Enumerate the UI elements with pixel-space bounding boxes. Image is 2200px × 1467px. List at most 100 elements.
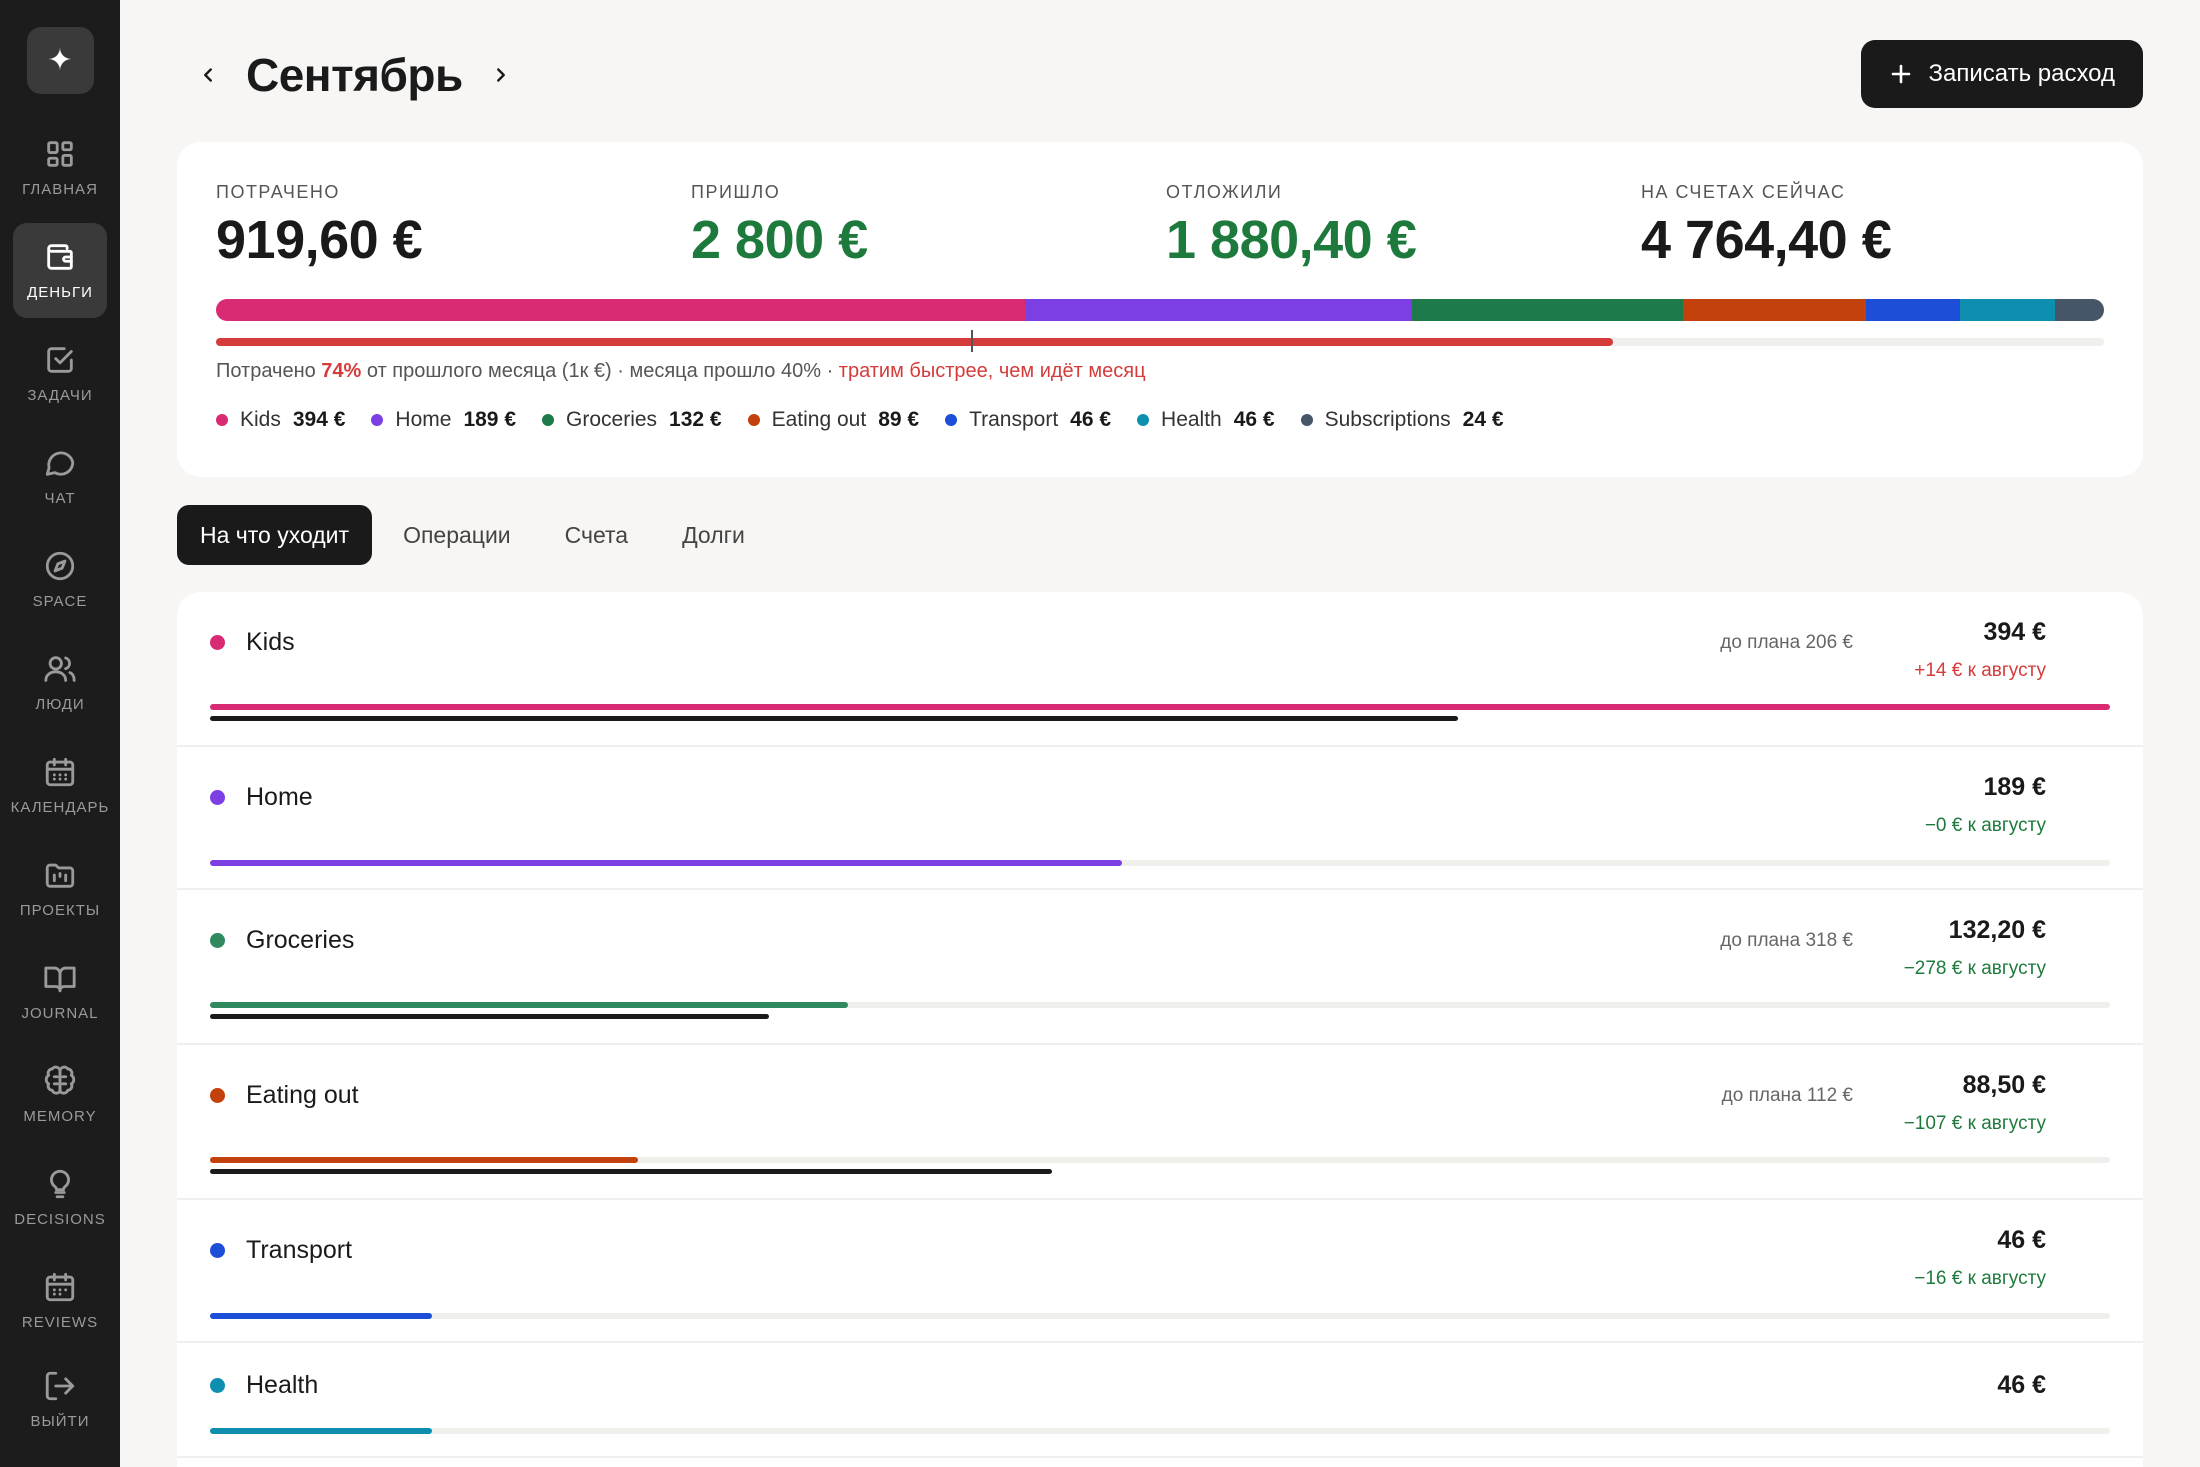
category-progress-track	[210, 1157, 2110, 1163]
month-delta: −0 € к августу	[1924, 815, 2046, 836]
month-delta: −16 € к августу	[1914, 1268, 2046, 1289]
legend-dot	[945, 414, 958, 426]
breakdown-segment	[2054, 299, 2104, 321]
legend-name: Home	[395, 408, 452, 431]
sidebar-item-space[interactable]: Space	[13, 532, 107, 627]
tab-debts[interactable]: Долги	[682, 521, 745, 548]
spending-pace-bar	[216, 330, 2104, 352]
tab-breakdown[interactable]: На что уходит	[177, 505, 373, 565]
sidebar-item-decisions[interactable]: Decisions	[13, 1150, 107, 1245]
sidebar-nav: Главная Деньги Задачи Чат Space Люди Кал…	[11, 120, 108, 1356]
sidebar-item-home[interactable]: Главная	[13, 120, 107, 215]
legend-name: Transport	[969, 408, 1059, 431]
plan-remaining: до плана 318 €	[1720, 930, 1853, 951]
legend-amount: 46 €	[1233, 408, 1275, 431]
category-label: Home	[246, 783, 313, 811]
month-header: Сентябрь	[190, 40, 519, 110]
pace-note-middle: от прошлого месяца (1к €) · месяца прошл…	[361, 360, 839, 382]
plan-remaining: до плана 112 €	[1721, 1085, 1853, 1106]
category-row[interactable]: Groceries до плана 318 € 132,20 € −278 € к …	[177, 890, 2143, 1045]
category-row[interactable]: Eating out до плана 112 € 88,50 € −107 € к …	[177, 1045, 2143, 1200]
sidebar-item-memory[interactable]: Memory	[13, 1047, 107, 1142]
category-dot	[210, 1088, 225, 1103]
next-month-button[interactable]	[483, 57, 519, 93]
checkbox-icon	[47, 347, 73, 373]
add-expense-label: Записать расход	[1928, 60, 2115, 87]
category-label: Health	[246, 1371, 319, 1399]
legend-name: Kids	[240, 408, 281, 431]
legend-amount: 89 €	[878, 408, 920, 431]
tab-accounts[interactable]: Счета	[564, 521, 629, 548]
stat-value: 1 880,40 €	[1166, 210, 1417, 270]
legend-dot	[747, 414, 760, 426]
logout-button[interactable]: Выйти	[13, 1352, 107, 1447]
category-row[interactable]: Transport 46 € −16 € к августу	[177, 1200, 2143, 1343]
category-progress-fill	[210, 1157, 638, 1163]
legend-item: Subscriptions 24 €	[1300, 408, 1504, 432]
sidebar-item-tasks[interactable]: Задачи	[13, 326, 107, 421]
category-row[interactable]: Kids до плана 206 € 394 € +14 € к августу	[177, 592, 2143, 747]
app-logo[interactable]: ✦	[26, 27, 94, 94]
category-breakdown-bar	[216, 299, 2104, 321]
brain-icon	[44, 1065, 76, 1095]
sidebar-item-people[interactable]: Люди	[13, 635, 107, 730]
legend-item: Kids 394 €	[216, 408, 345, 432]
category-amount: 46 €	[1997, 1371, 2046, 1399]
sidebar-item-label: Decisions	[14, 1211, 106, 1228]
category-row[interactable]: Health 46 €	[177, 1343, 2143, 1458]
month-delta: −107 € к августу	[1903, 1113, 2046, 1134]
stats-row: Потрачено 919,60 € Пришло 2 800 € Отложи…	[216, 182, 2116, 271]
category-name: Eating out	[210, 1081, 359, 1110]
sidebar-item-chat[interactable]: Чат	[13, 429, 107, 524]
legend-dot	[542, 414, 555, 426]
legend-name: Eating out	[771, 408, 867, 431]
legend-item: Transport 46 €	[945, 408, 1111, 432]
category-progress-fill	[210, 1002, 849, 1008]
stat-income: Пришло 2 800 €	[691, 182, 1166, 271]
book-icon	[44, 966, 76, 993]
stat-label: Пришло	[691, 182, 781, 202]
pace-note-percent: 74%	[321, 360, 362, 382]
lightbulb-icon	[50, 1169, 70, 1199]
legend-item: Eating out 89 €	[747, 408, 920, 432]
legend-item: Groceries 132 €	[542, 408, 722, 432]
legend-amount: 46 €	[1070, 408, 1112, 431]
folder-icon	[45, 863, 75, 888]
legend-item: Health 46 €	[1137, 408, 1275, 432]
plan-remaining: до плана 206 €	[1720, 632, 1853, 653]
category-dot	[210, 1378, 225, 1393]
stat-value: 2 800 €	[691, 210, 868, 270]
breakdown-segment	[1960, 299, 2055, 321]
sidebar-item-calendar[interactable]: Календарь	[11, 738, 108, 833]
category-dot	[210, 635, 225, 650]
category-progress-track	[210, 860, 2110, 866]
tab-transactions[interactable]: Операции	[403, 521, 511, 548]
plan-reference-bar	[210, 1169, 1052, 1174]
sidebar-item-reviews[interactable]: Reviews	[13, 1253, 107, 1348]
plus-icon	[1891, 64, 1910, 84]
sidebar-item-label: Деньги	[27, 284, 93, 301]
category-row[interactable]: Home 189 € −0 € к августу	[177, 747, 2143, 890]
month-delta: +14 € к августу	[1914, 660, 2046, 681]
breakdown-segment	[1024, 299, 1413, 321]
tab-bar: На что уходит Операции Счета Долги	[177, 505, 776, 565]
month-delta: −278 € к августу	[1903, 958, 2046, 979]
sidebar: ✦ Главная Деньги Задачи Чат Space Люди К…	[0, 0, 120, 1467]
plan-reference-bar	[210, 1014, 769, 1019]
sidebar-item-label: Главная	[22, 181, 98, 198]
add-expense-button[interactable]: Записать расход	[1860, 40, 2143, 108]
sidebar-item-projects[interactable]: Проекты	[13, 841, 107, 936]
category-legend: Kids 394 € Home 189 € Groceries 132 € Eating o…	[216, 408, 1530, 432]
sidebar-item-money[interactable]: Деньги	[13, 223, 107, 318]
stat-label: Потрачено	[216, 182, 340, 202]
chevron-right-icon	[496, 68, 505, 82]
breakdown-segment	[1865, 299, 1961, 321]
stat-value: 919,60 €	[216, 210, 423, 270]
category-name: Groceries	[210, 926, 354, 955]
legend-name: Groceries	[566, 408, 658, 431]
sidebar-item-journal[interactable]: Journal	[13, 944, 107, 1039]
category-dot	[210, 933, 225, 948]
category-progress-track	[210, 704, 2110, 710]
category-name: Kids	[210, 628, 295, 657]
prev-month-button[interactable]	[190, 57, 226, 93]
